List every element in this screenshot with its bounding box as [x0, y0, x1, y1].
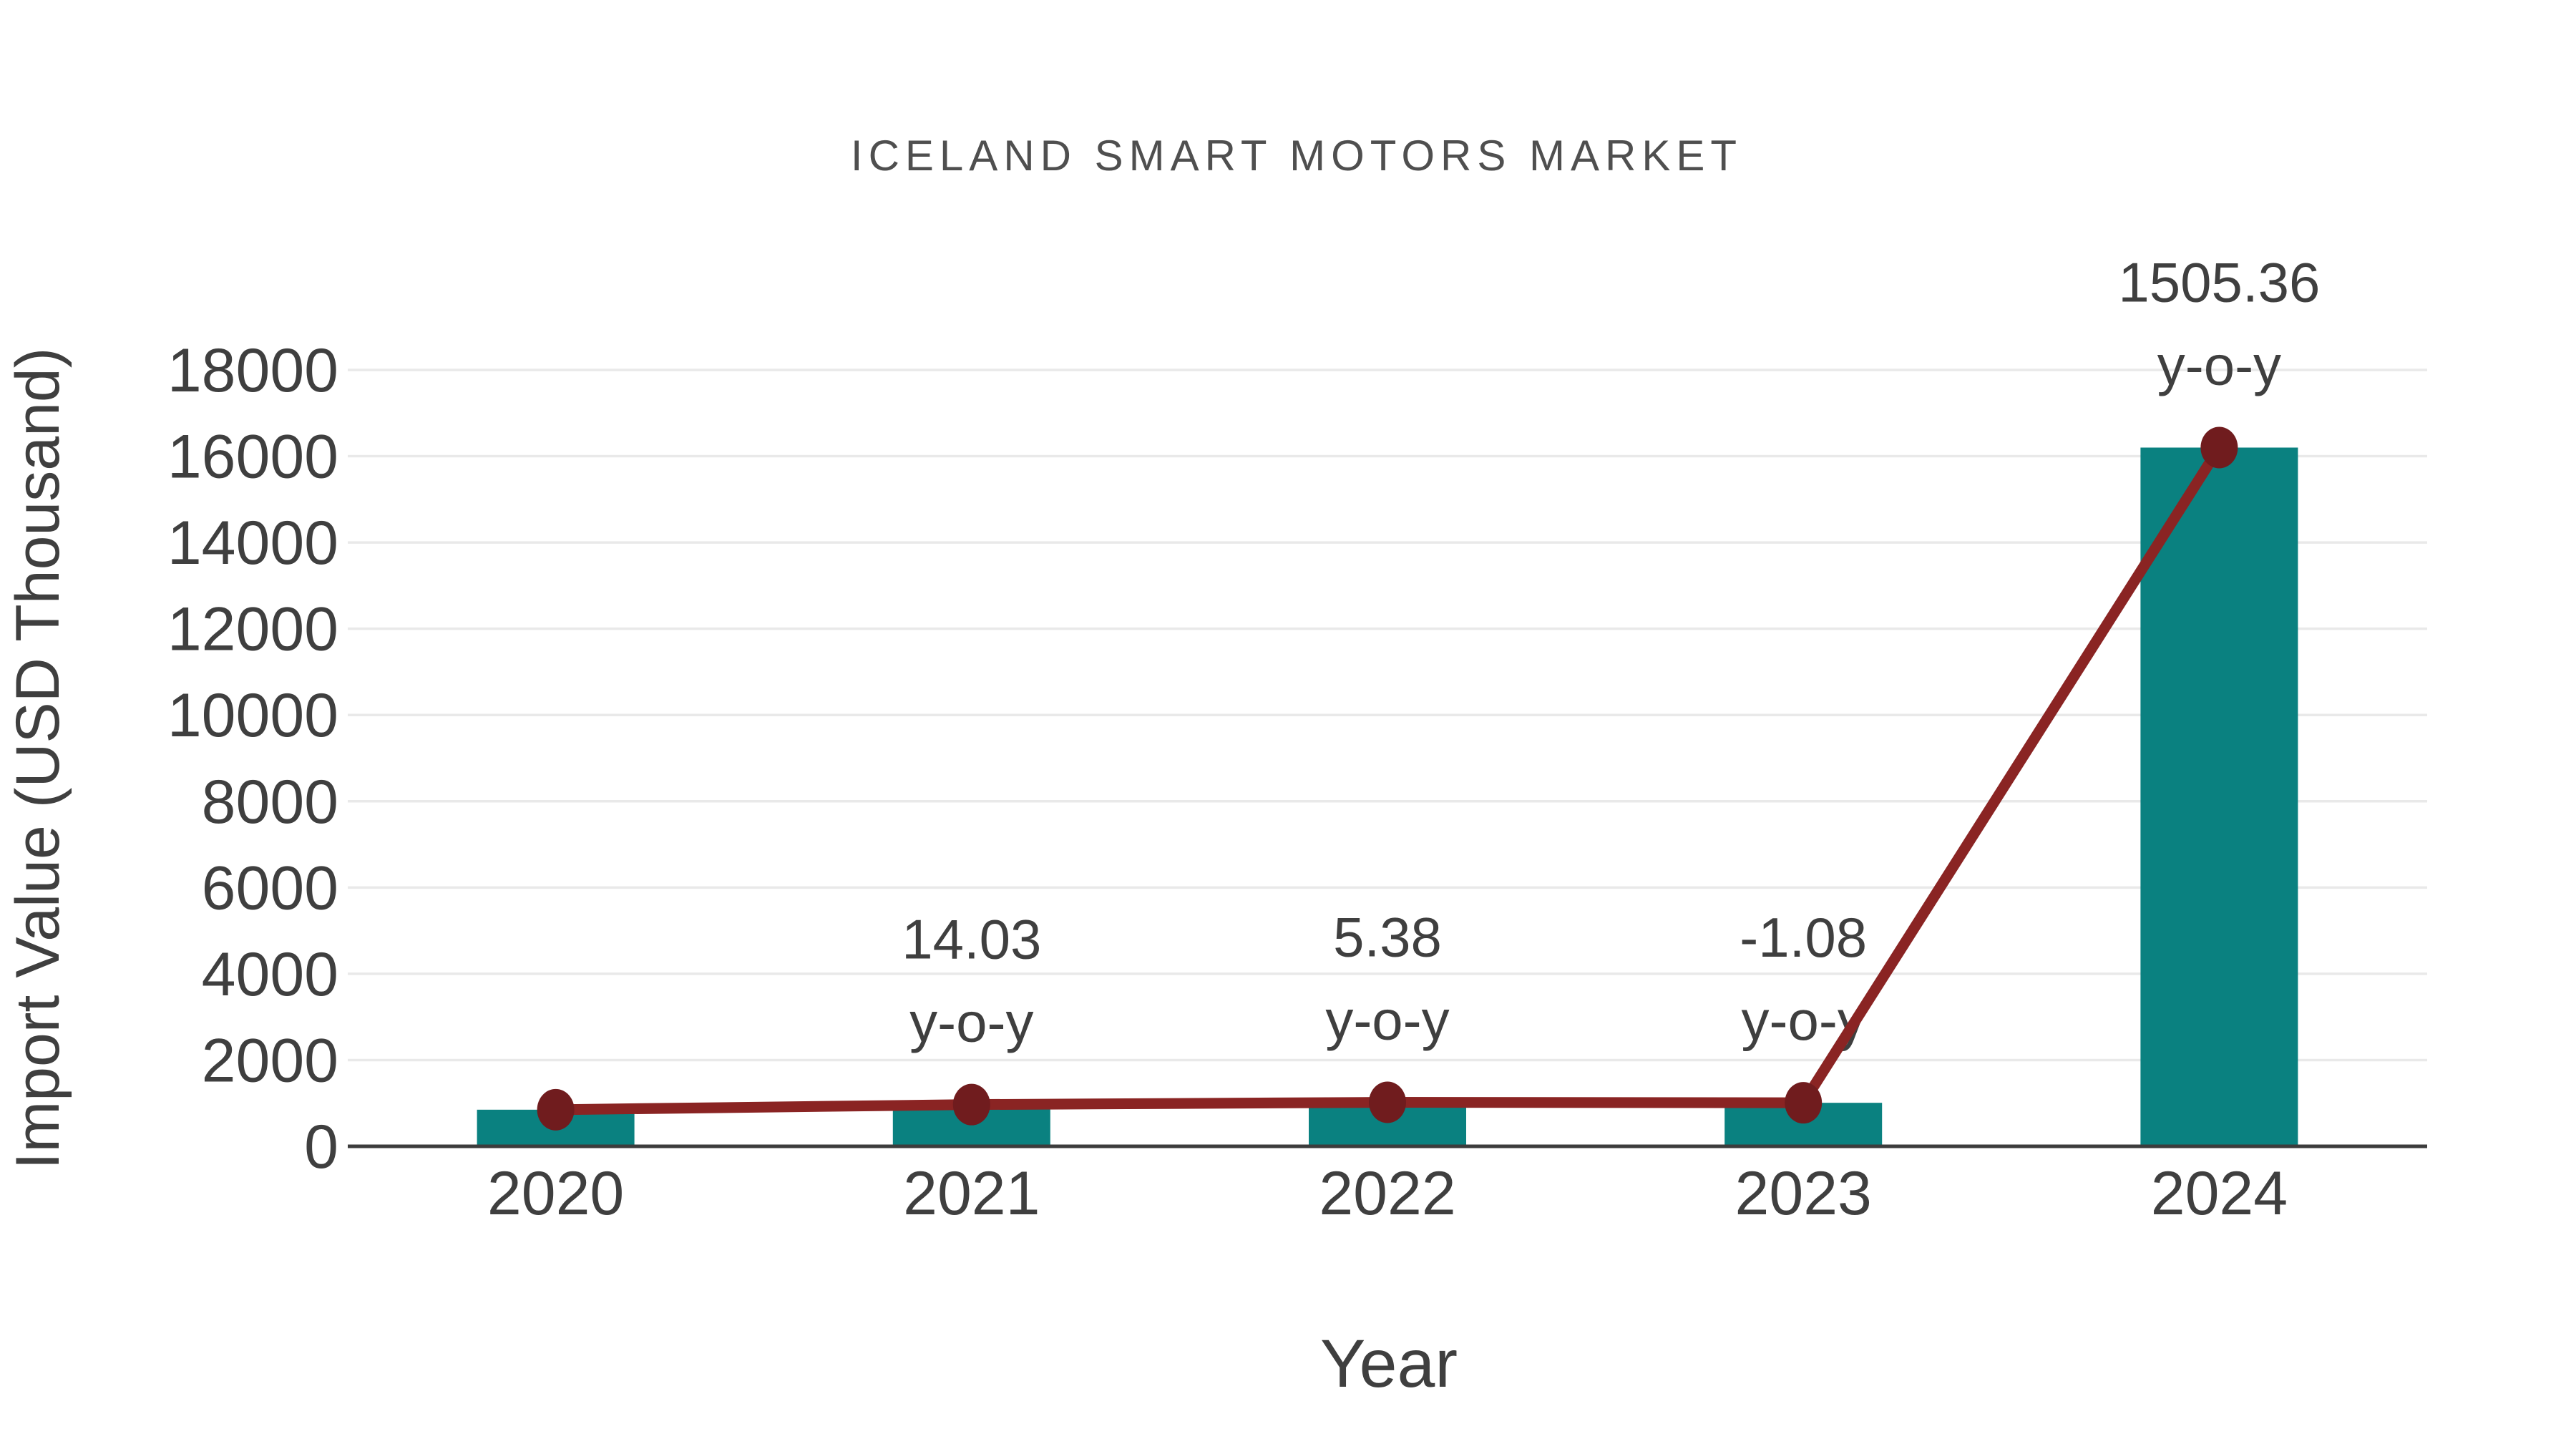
y-tick-label: 0 [304, 1113, 338, 1181]
y-tick-label: 12000 [167, 595, 338, 664]
yoy-unit-label: y-o-y [1325, 989, 1449, 1052]
y-tick-label: 18000 [167, 336, 338, 405]
y-tick-label: 10000 [167, 681, 338, 750]
yoy-unit-label: y-o-y [2157, 334, 2281, 397]
y-tick-label: 6000 [202, 854, 338, 922]
data-point-marker-2022 [1369, 1081, 1406, 1123]
yoy-value-label: -1.08 [1740, 906, 1867, 969]
tick-labels-layer: 0 2000 4000 6000 8000 10000 12000 14000 16000 180… [167, 336, 2288, 1228]
gridlines-layer [348, 369, 2427, 1062]
x-tick-label: 2023 [1735, 1159, 1872, 1228]
annotations-layer: 14.03y-o-y5.38y-o-y-1.08y-o-y1505.36y-o-… [902, 251, 2320, 1054]
data-point-marker-2020 [537, 1088, 575, 1131]
x-tick-label: 2024 [2151, 1159, 2288, 1228]
yoy-value-label: 14.03 [902, 908, 1041, 971]
bar-2024 [2140, 447, 2298, 1146]
yoy-value-label: 5.38 [1333, 906, 1442, 969]
y-tick-label: 14000 [167, 509, 338, 577]
x-tick-label: 2020 [487, 1159, 624, 1228]
x-tick-label: 2021 [903, 1159, 1040, 1228]
trend-line-layer [537, 426, 2238, 1131]
x-axis-title: Year [1320, 1326, 1458, 1402]
y-tick-label: 2000 [202, 1026, 338, 1095]
bars-layer [477, 447, 2298, 1146]
data-point-marker-2024 [2200, 426, 2238, 469]
chart-title: ICELAND SMART MOTORS MARKET [851, 132, 1742, 180]
y-tick-label: 8000 [202, 768, 338, 836]
y-tick-label: 16000 [167, 423, 338, 492]
yoy-unit-label: y-o-y [909, 991, 1033, 1054]
yoy-value-label: 1505.36 [2118, 251, 2320, 314]
y-tick-label: 4000 [202, 940, 338, 1009]
data-point-marker-2021 [952, 1083, 990, 1126]
x-tick-label: 2022 [1319, 1159, 1455, 1228]
y-axis-title: Import Value (USD Thousand) [4, 348, 72, 1170]
data-point-marker-2023 [1785, 1082, 1823, 1124]
